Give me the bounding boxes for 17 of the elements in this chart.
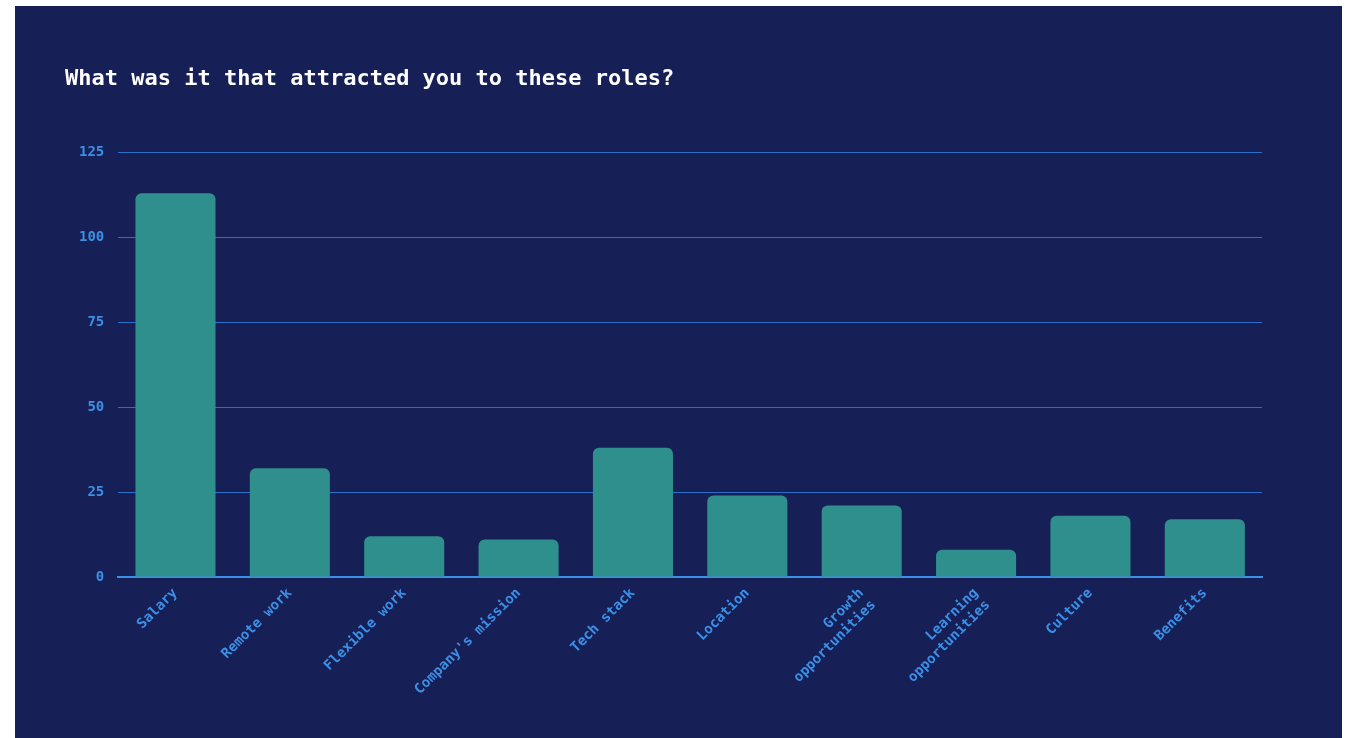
bar: [936, 549, 1017, 577]
y-tick-label: 100: [78, 227, 105, 244]
y-tick-label: 125: [78, 143, 105, 160]
bar: [364, 536, 445, 577]
y-tick-label: 75: [87, 312, 105, 329]
bar: [478, 539, 559, 577]
bar: [1050, 515, 1131, 577]
chart-title: What was it that attracted you to these roles?: [65, 64, 675, 90]
bar: [135, 193, 216, 577]
bar: [592, 447, 673, 577]
y-tick-label: 50: [87, 397, 105, 414]
bar: [821, 505, 902, 577]
bar: [1164, 519, 1245, 577]
y-tick-label: 0: [95, 567, 105, 584]
bar: [249, 468, 330, 577]
bar: [707, 495, 788, 577]
y-tick-label: 25: [87, 482, 105, 499]
